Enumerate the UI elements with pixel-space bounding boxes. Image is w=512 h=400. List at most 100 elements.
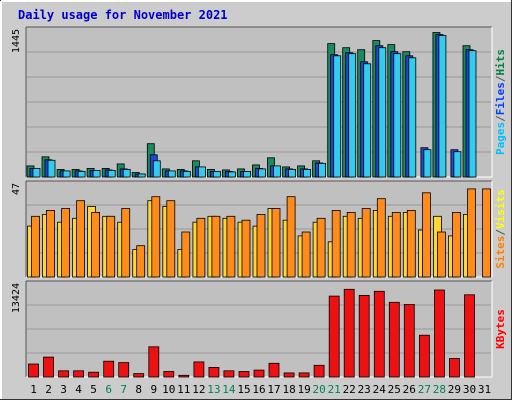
x-axis-day-labels: 1 2 3 4 5 6 7 8 9 10 11 12 13 14 15 16 17 18 19 20 21 22 23 24 2… [30, 383, 491, 396]
day-label: 11 [177, 383, 190, 396]
bar-hits-day-13 [212, 170, 221, 178]
day-label: 30 [463, 383, 476, 396]
bar-hits-day-12 [197, 166, 206, 178]
day-label: 23 [358, 383, 371, 396]
bar-visits-day-21 [331, 209, 341, 278]
day-label: 17 [267, 383, 280, 396]
y-max-label: 47 [11, 183, 22, 195]
day-label: 13 [207, 383, 220, 396]
bar-visits-day-10 [166, 200, 176, 278]
day-label: 2 [45, 383, 52, 396]
bar-kbytes-day-20 [313, 364, 325, 378]
bar-visits-day-7 [121, 208, 131, 278]
day-label: 7 [120, 383, 127, 396]
bar-visits-day-27 [421, 192, 431, 278]
bar-hits-day-8 [137, 173, 146, 178]
bar-visits-day-11 [181, 231, 191, 278]
bar-kbytes-day-28 [433, 289, 445, 378]
series-kbytes-0 [28, 288, 475, 378]
bar-hits-day-10 [167, 170, 176, 178]
bar-hits-day-24 [378, 47, 387, 178]
y-max-label: 1445 [11, 29, 22, 53]
bar-kbytes-day-18 [283, 372, 295, 378]
panel-kbytes: 13424 KBytes [11, 280, 507, 378]
bar-visits-day-16 [256, 213, 266, 278]
bar-visits-day-14 [226, 215, 236, 278]
bar-hits-day-14 [227, 171, 236, 178]
bar-hits-day-5 [92, 169, 101, 178]
day-label: 1 [30, 383, 37, 396]
legend-entry: Sites [494, 236, 507, 269]
day-label: 18 [282, 383, 295, 396]
bar-hits-day-17 [273, 165, 281, 178]
bar-visits-day-4 [76, 200, 85, 278]
bar-kbytes-day-3 [58, 370, 69, 378]
bar-hits-day-3 [62, 170, 71, 178]
bar-visits-day-8 [136, 245, 146, 278]
bar-kbytes-day-16 [253, 369, 265, 378]
bar-kbytes-day-7 [118, 362, 130, 378]
day-label: 26 [403, 383, 416, 396]
legend-entry: / [494, 229, 507, 236]
day-label: 24 [373, 383, 387, 396]
series-legend: Pages/Files/Hits [494, 49, 507, 155]
bar-kbytes-day-23 [358, 294, 370, 378]
day-label: 15 [237, 383, 250, 396]
day-label: 27 [418, 383, 431, 396]
bar-hits-day-6 [107, 169, 116, 178]
bar-kbytes-day-25 [388, 301, 400, 378]
bar-kbytes-day-14 [223, 370, 235, 378]
day-label: 29 [448, 383, 461, 396]
bar-kbytes-day-13 [208, 366, 220, 378]
bar-hits-day-27 [423, 149, 432, 178]
bar-hits-day-15 [243, 170, 251, 178]
day-label: 25 [388, 383, 401, 396]
bar-kbytes-day-24 [373, 290, 385, 378]
bar-visits-day-29 [451, 211, 461, 278]
day-label: 14 [222, 383, 236, 396]
bar-visits-day-23 [361, 208, 371, 278]
series-visits-1 [31, 188, 491, 278]
bar-hits-day-19 [303, 168, 312, 178]
bar-visits-day-19 [301, 231, 311, 278]
y-max-label: 13424 [11, 283, 22, 313]
bar-hits-day-29 [453, 151, 462, 178]
bar-kbytes-day-21 [328, 295, 340, 378]
bar-visits-day-12 [196, 217, 206, 278]
day-label: 6 [105, 383, 112, 396]
bar-visits-day-6 [106, 215, 116, 278]
bar-hits-day-30 [468, 50, 477, 178]
bar-visits-day-24 [376, 198, 386, 278]
day-label: 21 [328, 383, 341, 396]
series-legend: Sites/Visits [494, 189, 507, 269]
bar-visits-day-25 [391, 211, 401, 278]
legend-entry: KBytes [494, 309, 507, 349]
bar-hits-day-4 [77, 170, 86, 178]
day-label: 28 [433, 383, 446, 396]
legend-entry: Hits [494, 49, 507, 76]
bar-hits-day-26 [408, 57, 417, 178]
chart-title: Daily usage for November 2021 [18, 8, 228, 22]
day-label: 8 [135, 383, 142, 396]
bar-kbytes-day-6 [103, 360, 115, 378]
bar-hits-day-7 [122, 168, 131, 178]
bar-visits-day-15 [241, 219, 251, 278]
bar-hits-day-28 [438, 35, 447, 178]
day-label: 12 [192, 383, 205, 396]
bar-visits-day-2 [46, 209, 55, 278]
bar-kbytes-day-8 [133, 373, 145, 378]
bar-hits-day-11 [182, 170, 191, 178]
bar-hits-day-2 [47, 159, 56, 178]
day-label: 31 [478, 383, 491, 396]
bar-hits-day-1 [32, 167, 41, 178]
day-label: 3 [60, 383, 67, 396]
bar-visits-day-26 [406, 209, 416, 278]
bar-visits-day-20 [316, 217, 326, 278]
bar-hits-day-20 [318, 162, 327, 178]
bar-visits-day-22 [346, 211, 356, 278]
bar-hits-day-21 [333, 55, 342, 178]
legend-entry: Files [494, 82, 507, 115]
bar-visits-day-28 [436, 231, 446, 278]
bar-kbytes-day-30 [464, 294, 475, 378]
